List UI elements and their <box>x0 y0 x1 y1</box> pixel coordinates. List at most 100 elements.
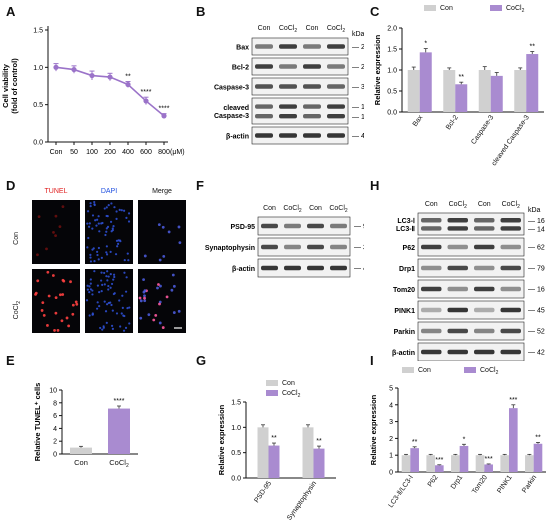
cell-dot <box>158 258 162 262</box>
panel-letter-e: E <box>6 353 15 368</box>
kda-label-f: — 38 <box>354 245 364 252</box>
chart-c-apoptosis-expression: Relative expression 0.0 0.5 1.0 1.5 2.0 * Bax **… <box>373 5 544 167</box>
cell-dot <box>109 220 113 223</box>
cell-dot <box>93 260 96 263</box>
cell-dot <box>165 295 169 299</box>
x-unit-label-a: (μM) <box>170 149 185 156</box>
cell-dot <box>54 296 58 300</box>
blot-strip-f <box>257 216 351 236</box>
band-h <box>500 226 521 231</box>
chart-e-tunel-quant: Relative TUNEL⁺ cells 0 2 4 6 8 10 Con **** CoCl2 <box>33 383 138 469</box>
cell-dot <box>60 319 64 323</box>
row-label-b: Caspase-3 <box>214 113 249 120</box>
kda-label-h: — 45 <box>528 308 545 315</box>
cell-dot <box>125 216 128 219</box>
cell-dot <box>110 282 114 286</box>
cell-dot <box>113 206 116 209</box>
cell-dot <box>99 326 102 330</box>
blot-f-synaptic: Con CoCl2 Con CoCl2 PSD-95 — 95 Synaptophysin —… <box>205 205 364 278</box>
blot-strip-b <box>251 126 349 145</box>
cell-dot <box>41 301 45 305</box>
cell-dot <box>142 278 145 282</box>
cell-dot <box>100 256 103 259</box>
y-tick-label-i: 4 <box>389 402 393 409</box>
bar-i <box>410 448 419 472</box>
row-label-b: Caspase-3 <box>214 85 249 92</box>
y-axis-label-e: Relative TUNEL⁺ cells <box>33 383 42 462</box>
band-h <box>500 218 521 223</box>
y-tick-label-g: 0.0 <box>231 476 241 483</box>
lane-label-b: Con <box>306 25 319 32</box>
cell-dot <box>96 301 99 304</box>
cell-dot <box>69 280 72 284</box>
x-tick-label-g: PSD-95 <box>253 480 273 504</box>
micrograph-col-label: Merge <box>152 188 172 195</box>
bar-c <box>478 70 491 112</box>
cell-dot <box>177 225 181 229</box>
significance-mark-e: **** <box>114 398 125 405</box>
band-f <box>284 244 301 250</box>
cell-dot <box>46 324 49 327</box>
legend-label-g: CoCl2 <box>282 390 301 399</box>
cell-dot <box>115 312 119 315</box>
cell-dot <box>107 301 110 305</box>
bar-g <box>302 427 314 478</box>
x-tick-label-i: LC3-Ⅱ/LC3-Ⅰ <box>388 474 415 509</box>
cell-dot <box>89 253 92 256</box>
blot-strip-h <box>417 342 525 361</box>
cell-dot <box>97 222 100 225</box>
band-h <box>421 286 442 292</box>
band-h <box>447 349 468 355</box>
x-tick-label-i: Drp1 <box>450 474 464 491</box>
cell-dot <box>96 218 99 221</box>
y-tick-label-i: 3 <box>389 419 393 426</box>
band-h <box>474 218 495 223</box>
x-tick-label-e: Con <box>74 458 88 467</box>
band-b <box>255 64 273 69</box>
cell-dot <box>85 299 89 302</box>
band-b <box>279 84 297 89</box>
row-label-f: β-actin <box>232 266 255 273</box>
micrograph-tile <box>85 200 133 264</box>
y-tick-label-c: 2.0 <box>387 26 397 33</box>
x-tick-label-i: Parkin <box>521 474 538 494</box>
kda-label-h: — 52 <box>528 329 545 336</box>
kda-label-b: — 42 <box>352 133 364 140</box>
cell-dot <box>139 299 143 303</box>
cell-dot <box>110 202 113 205</box>
cell-dot <box>105 253 109 256</box>
cell-dot <box>161 326 165 329</box>
lane-label-b: CoCl2 <box>279 25 298 34</box>
bar-e <box>108 408 130 454</box>
panel-letter-f: F <box>196 178 204 193</box>
cell-dot <box>112 273 116 276</box>
cell-dot <box>105 303 109 306</box>
blot-strip-b <box>251 77 349 96</box>
cell-dot <box>105 321 108 324</box>
cell-dot <box>54 234 57 238</box>
y-axis-label-i: Relative expression <box>369 394 378 465</box>
micrograph-row-label: CoCl2 <box>13 301 22 320</box>
band-b <box>303 44 321 49</box>
band-b <box>303 84 321 89</box>
y-tick-label-a: 1.0 <box>33 65 43 72</box>
cell-dot <box>111 227 114 230</box>
cell-dot <box>94 219 97 222</box>
band-b <box>279 64 297 69</box>
cell-dot <box>105 230 108 233</box>
x-tick-label-g: Synaptophysin <box>286 480 318 522</box>
cell-dot <box>51 274 55 277</box>
row-label-f: Synaptophysin <box>205 245 255 252</box>
cell-dot <box>171 273 175 277</box>
panel-letter-d: D <box>6 178 16 193</box>
band-f <box>307 265 324 271</box>
cell-dot <box>117 242 120 245</box>
cell-dot <box>89 288 92 291</box>
y-tick-label-a: 0.5 <box>33 102 43 109</box>
bar-i <box>525 455 534 472</box>
cell-dot <box>103 283 106 286</box>
micrograph-col-label: TUNEL <box>45 188 68 195</box>
cell-dot <box>109 250 112 253</box>
cell-dot <box>45 247 48 251</box>
cell-dot <box>97 258 100 261</box>
